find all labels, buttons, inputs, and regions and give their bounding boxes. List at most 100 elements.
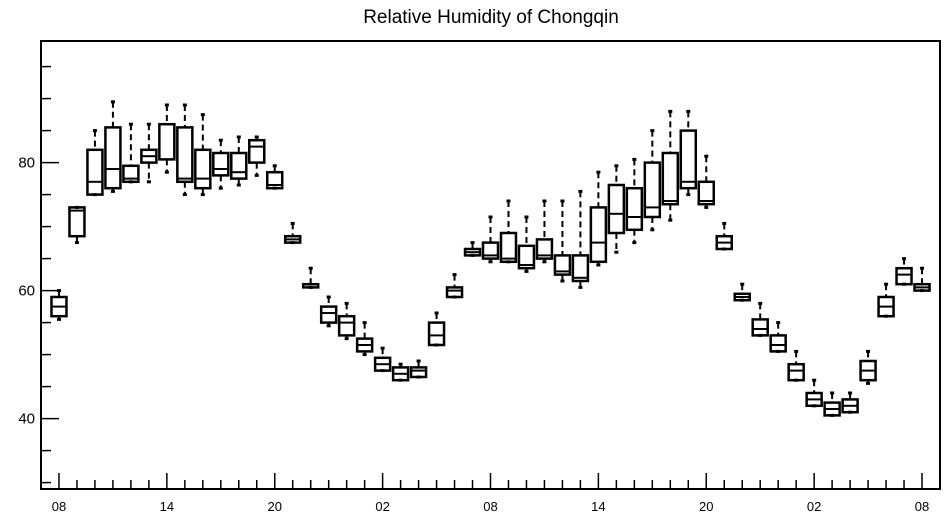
box-item	[283, 221, 302, 245]
box-item	[589, 170, 608, 267]
box-item	[463, 241, 482, 257]
box-item	[643, 129, 662, 232]
box-item	[176, 103, 194, 197]
x-tick-label: 14	[160, 499, 174, 514]
box-item	[194, 113, 212, 197]
box-item	[50, 289, 68, 321]
box-item	[535, 199, 554, 264]
box-item	[805, 378, 823, 408]
box-rect	[481, 241, 500, 260]
box-rect	[230, 151, 248, 180]
box-item	[517, 215, 536, 273]
x-tick-label: 08	[483, 499, 497, 514]
box-item	[104, 100, 122, 193]
box-item	[679, 109, 698, 197]
x-axis: 08 14 20 02 08 14 20 02 08	[52, 473, 929, 514]
box-rect	[697, 180, 716, 206]
box-rect	[625, 186, 644, 232]
box-rect	[68, 206, 86, 238]
box-rect	[248, 138, 266, 164]
box-item	[481, 215, 500, 264]
box-rect	[319, 305, 338, 324]
box-item	[445, 273, 464, 299]
box-item	[715, 221, 733, 251]
box-item	[769, 321, 787, 353]
y-axis: 40 60 80	[18, 65, 59, 484]
box-item	[571, 189, 590, 289]
box-rect	[769, 334, 787, 353]
box-rect	[499, 231, 518, 264]
box-rect	[337, 314, 356, 337]
box-item	[122, 122, 140, 184]
box-item	[877, 282, 895, 318]
x-tick-label: 02	[807, 499, 821, 514]
box-item	[409, 359, 428, 379]
box-item	[427, 311, 446, 347]
box-rect	[751, 318, 769, 337]
box-item	[607, 164, 626, 254]
box-rect	[176, 126, 194, 184]
box-item	[733, 282, 751, 302]
box-rect	[122, 164, 140, 184]
box-item	[553, 199, 572, 283]
box-item	[895, 257, 913, 286]
box-item	[265, 164, 284, 190]
box-rect	[553, 254, 572, 276]
plot-area-frame	[40, 40, 941, 490]
box-item	[212, 138, 230, 190]
box-item	[661, 109, 680, 222]
x-tick-label: 20	[699, 499, 713, 514]
box-rect	[661, 151, 680, 206]
box-item	[68, 205, 86, 245]
box-item	[859, 349, 877, 385]
box-rect	[895, 266, 913, 286]
box-item	[391, 362, 410, 382]
box-rect	[589, 206, 608, 264]
box-rect	[445, 286, 464, 299]
box-item	[751, 301, 769, 337]
box-rect	[517, 244, 536, 270]
box-rect	[86, 148, 104, 196]
box-item	[841, 391, 859, 414]
box-rect	[194, 148, 212, 190]
x-tick-label: 20	[268, 499, 282, 514]
box-item	[337, 301, 356, 341]
box-rect	[409, 366, 428, 379]
y-tick-label: 40	[18, 411, 35, 428]
y-tick-label: 80	[18, 155, 35, 172]
box-rect	[643, 161, 662, 219]
box-rect	[158, 122, 176, 161]
box-item	[787, 349, 805, 382]
box-item	[697, 154, 716, 209]
x-tick-label: 14	[591, 499, 605, 514]
box-item	[823, 391, 841, 417]
box-item	[140, 122, 158, 184]
box-rect	[535, 238, 554, 260]
chart-title: Relative Humidity of Chongqin	[363, 7, 619, 28]
box-item	[499, 199, 518, 264]
box-rect	[265, 170, 284, 190]
x-tick-label: 08	[915, 499, 929, 514]
box-item	[319, 295, 338, 328]
box-item	[625, 157, 644, 245]
box-series	[50, 100, 931, 417]
box-rect	[104, 126, 122, 190]
y-tick-label: 60	[18, 283, 35, 300]
box-rect	[212, 151, 230, 177]
box-item	[158, 103, 176, 174]
box-item	[373, 346, 392, 373]
box-item	[230, 135, 248, 187]
box-item	[248, 135, 266, 177]
box-item	[913, 266, 931, 293]
box-item	[355, 321, 374, 357]
box-rect	[787, 362, 805, 382]
box-rect	[427, 321, 446, 347]
box-item	[301, 266, 320, 289]
box-item	[86, 129, 104, 197]
box-rect	[571, 254, 590, 283]
box-rect	[679, 129, 698, 190]
x-tick-label: 02	[375, 499, 389, 514]
x-tick-label: 08	[52, 499, 66, 514]
box-rect	[607, 183, 626, 235]
